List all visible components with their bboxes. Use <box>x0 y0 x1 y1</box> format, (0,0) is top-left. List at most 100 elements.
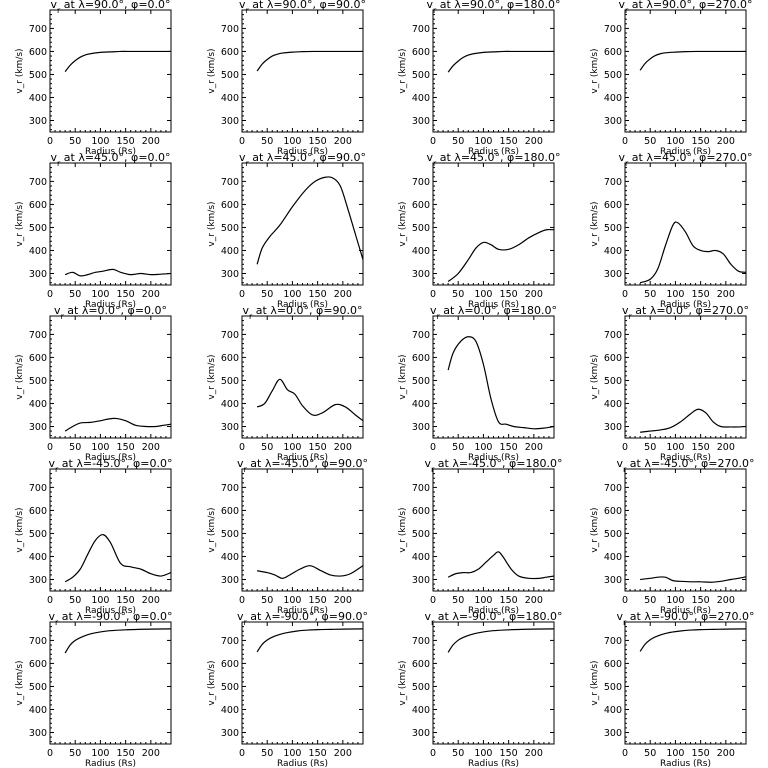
x-tick-label: 150 <box>692 748 710 759</box>
x-tick-label: 200 <box>142 442 160 453</box>
y-axis-label: v_r (km/s) <box>15 48 25 93</box>
y-tick-label: 700 <box>29 177 47 188</box>
x-tick-label: 50 <box>452 442 464 453</box>
x-axis-label: Radius (Rs) <box>85 300 136 310</box>
x-tick-label: 100 <box>666 442 684 453</box>
x-tick-label: 0 <box>430 595 436 606</box>
x-tick-label: 0 <box>430 136 436 147</box>
x-tick-label: 150 <box>117 748 135 759</box>
plot-frame <box>241 9 364 133</box>
title-part-phi: =270.0° <box>703 304 749 317</box>
x-tick-label: 200 <box>525 595 543 606</box>
y-tick-label: 300 <box>221 728 239 739</box>
title-part-lam: =-90.0°, <box>83 610 133 623</box>
y-tick-label: 300 <box>221 116 239 127</box>
x-tick-label: 200 <box>717 595 735 606</box>
y-tick-label: 700 <box>221 636 239 647</box>
y-tick-label: 500 <box>29 682 47 693</box>
title-part-mid1: at <box>440 304 458 317</box>
y-tick-label: 400 <box>604 705 622 716</box>
x-tick-label: 100 <box>283 442 301 453</box>
title-part-phi: =180.0° <box>516 457 562 470</box>
title-part-phi-sym: φ <box>699 151 706 164</box>
x-axis-label: Radius (Rs) <box>277 300 328 310</box>
x-tick-label: 150 <box>117 442 135 453</box>
title-part-lam-sym: λ <box>265 457 272 470</box>
plot-frame <box>241 468 364 592</box>
x-tick-label: 100 <box>666 289 684 300</box>
series-line <box>640 408 747 433</box>
series-line <box>256 628 364 653</box>
title-part-v: v <box>424 610 431 623</box>
y-tick-label: 500 <box>412 682 430 693</box>
series-line <box>64 268 172 277</box>
y-tick-label: 700 <box>221 24 239 35</box>
y-tick-label: 500 <box>29 529 47 540</box>
y-axis-label: v_r (km/s) <box>207 201 217 246</box>
title-part-mid1: at <box>628 151 646 164</box>
title-part-phi: =270.0° <box>706 0 752 11</box>
series-line <box>640 576 747 583</box>
x-tick-label: 50 <box>452 289 464 300</box>
x-tick-label: 0 <box>47 289 53 300</box>
series-line <box>256 50 363 72</box>
chart-panel: vr at λ=-90.0°, φ=270.0° 0 50 100 150 200 300 4… <box>590 610 755 768</box>
y-tick-label: 400 <box>221 246 239 257</box>
y-axis-label: v_r (km/s) <box>590 354 600 399</box>
y-tick-label: 700 <box>412 636 430 647</box>
x-tick-label: 200 <box>525 289 543 300</box>
x-tick-label: 100 <box>91 442 109 453</box>
x-tick-label: 150 <box>692 289 710 300</box>
title-part-phi: =270.0° <box>708 610 754 623</box>
chart-panel: vr at λ=0.0°, φ=0.0°0 50 100 150 20030040050… <box>15 304 172 463</box>
x-axis-label: Radius (Rs) <box>468 453 519 463</box>
y-tick-label: 600 <box>221 200 239 211</box>
title-part-lam: =90.0°, <box>85 0 131 11</box>
panel-title: vr at λ=-45.0°, φ=270.0° <box>616 457 754 474</box>
y-tick-label: 700 <box>604 483 622 494</box>
title-part-v: v <box>48 610 55 623</box>
x-axis-label: Radius (Rs) <box>85 453 136 463</box>
series-line <box>447 628 555 653</box>
y-tick-label: 600 <box>604 659 622 670</box>
x-axis-label: Radius (Rs) <box>468 147 519 157</box>
x-axis-label: Radius (Rs) <box>277 147 328 157</box>
x-tick-label: 0 <box>430 442 436 453</box>
y-tick-label: 600 <box>29 47 47 58</box>
title-part-phi-sym: φ <box>509 610 516 623</box>
title-part-v: v <box>616 610 623 623</box>
x-tick-label: 100 <box>666 136 684 147</box>
title-part-mid1: at <box>64 304 82 317</box>
y-tick-label: 600 <box>604 353 622 364</box>
title-part-mid1: at <box>252 304 270 317</box>
title-part-v: v <box>622 304 629 317</box>
chart-panel: vr at λ=-45.0°, φ=270.0° 0 50 100 150 200 300 4… <box>590 457 755 616</box>
y-tick-label: 500 <box>412 223 430 234</box>
y-axis-label: v_r (km/s) <box>15 354 25 399</box>
y-tick-label: 500 <box>221 223 239 234</box>
panel-title: vr at λ=-90.0°, φ=0.0° <box>48 610 172 627</box>
y-tick-label: 700 <box>221 330 239 341</box>
title-part-lam: =45.0°, <box>273 151 319 164</box>
title-part-lam: =45.0°, <box>461 151 507 164</box>
chart-panel: vr at λ=45.0°, φ=0.0° 0 50 100 150 200 300 400 5… <box>15 151 172 310</box>
x-tick-label: 50 <box>644 136 656 147</box>
panel-title: vr at λ=90.0°, φ=90.0° <box>239 0 366 15</box>
title-part-phi-sym: φ <box>507 151 514 164</box>
title-part-lam: =0.0°, <box>464 304 503 317</box>
x-tick-label: 150 <box>500 442 518 453</box>
y-tick-label: 400 <box>29 705 47 716</box>
y-tick-label: 500 <box>604 70 622 81</box>
y-tick-label: 300 <box>221 575 239 586</box>
title-part-phi: =90.0° <box>327 0 366 11</box>
plot-frame <box>241 621 364 745</box>
plot-frame <box>432 621 555 745</box>
x-axis-label: Radius (Rs) <box>660 147 711 157</box>
title-part-v: v <box>54 304 61 317</box>
title-part-v: v <box>50 0 57 11</box>
title-part-lam-sym: λ <box>644 457 651 470</box>
x-tick-label: 100 <box>666 748 684 759</box>
y-tick-label: 400 <box>412 246 430 257</box>
y-axis-label: v_r (km/s) <box>398 660 408 705</box>
x-tick-label: 100 <box>666 595 684 606</box>
